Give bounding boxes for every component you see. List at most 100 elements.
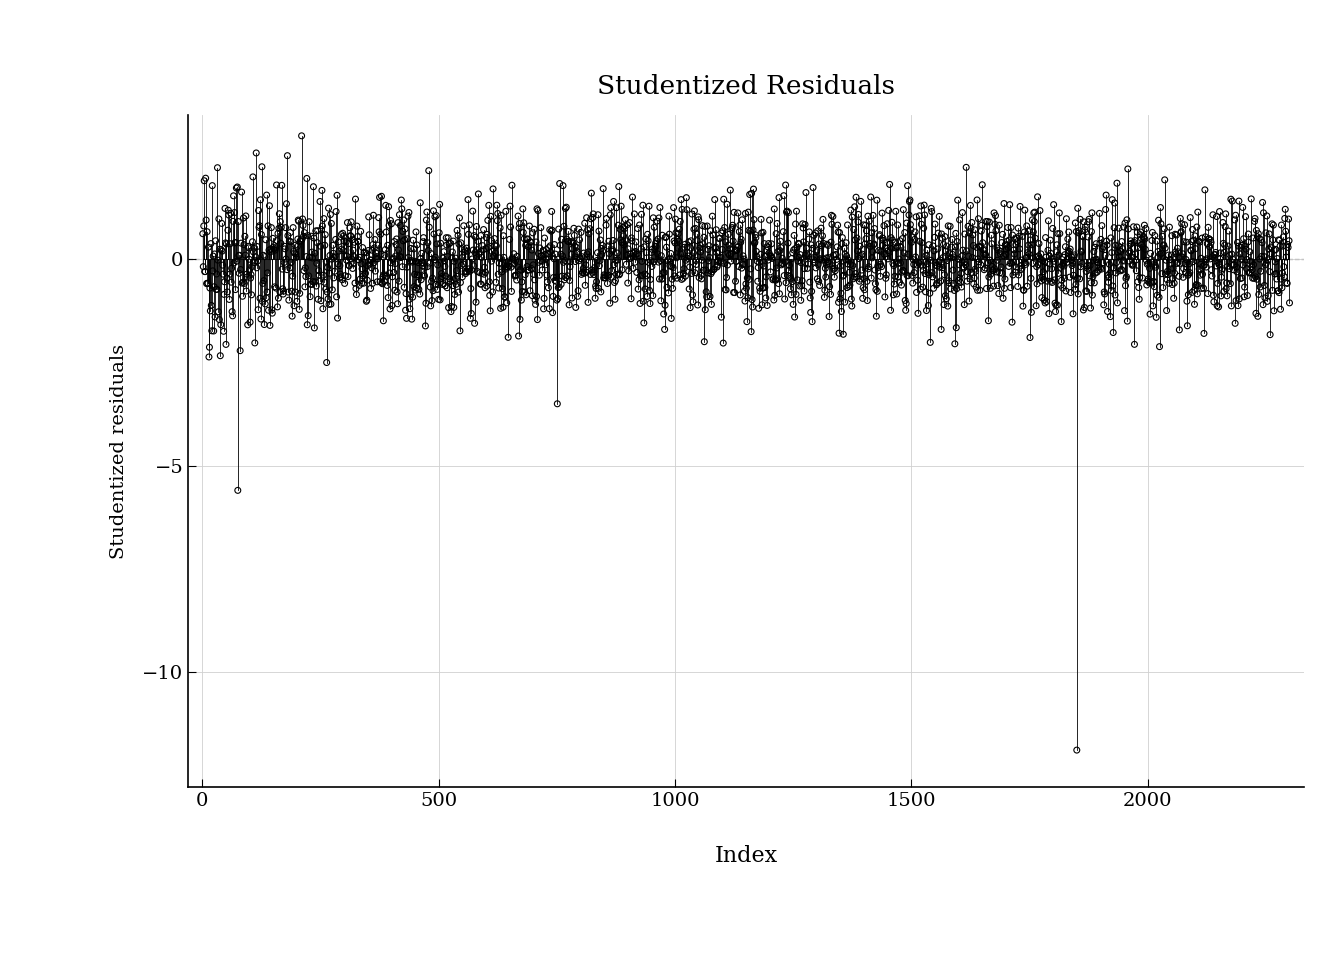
Point [352, 240, 374, 255]
Point [194, 264, 215, 279]
Point [375, 242, 396, 257]
Point [323, 237, 344, 252]
Point [753, 225, 774, 240]
Point [820, 256, 841, 272]
Point [292, 211, 313, 227]
Point [396, 231, 418, 247]
Point [691, 252, 712, 268]
Point [542, 305, 563, 321]
Point [333, 228, 355, 244]
Point [704, 239, 726, 254]
Point [876, 235, 898, 251]
Point [203, 279, 224, 295]
Point [832, 229, 853, 245]
Point [442, 244, 464, 259]
Point [890, 233, 911, 249]
Point [208, 312, 230, 327]
Point [1157, 264, 1179, 279]
Point [1019, 247, 1040, 262]
Point [1216, 258, 1238, 274]
Point [211, 244, 233, 259]
Point [1156, 252, 1177, 268]
Point [1249, 287, 1270, 302]
Point [766, 216, 788, 231]
Point [1036, 294, 1058, 309]
Point [1078, 214, 1099, 229]
Point [495, 204, 516, 219]
Point [778, 263, 800, 278]
Point [581, 262, 602, 277]
Point [297, 228, 319, 243]
Point [914, 266, 935, 281]
Point [560, 234, 582, 250]
Point [914, 198, 935, 213]
Point [519, 283, 540, 299]
Point [625, 244, 646, 259]
Point [624, 245, 645, 260]
Point [602, 233, 624, 249]
Point [255, 232, 277, 248]
Point [929, 208, 950, 224]
Point [900, 234, 922, 250]
Point [999, 232, 1020, 248]
Point [595, 218, 617, 233]
Point [812, 252, 833, 268]
Point [284, 298, 305, 313]
Point [941, 239, 962, 254]
Point [925, 216, 946, 231]
Point [415, 296, 437, 311]
Point [824, 270, 845, 285]
Point [730, 287, 751, 302]
Point [376, 277, 398, 293]
Point [637, 227, 659, 242]
Point [317, 291, 339, 306]
Point [542, 223, 563, 238]
Point [926, 277, 948, 293]
Point [1160, 261, 1181, 276]
Point [926, 258, 948, 274]
Point [278, 293, 300, 308]
Point [237, 317, 258, 332]
Point [796, 185, 817, 201]
Point [425, 209, 446, 225]
Point [1141, 276, 1163, 291]
Point [271, 281, 293, 297]
Point [480, 208, 501, 224]
Point [532, 253, 554, 269]
Point [1207, 254, 1228, 270]
Point [399, 301, 421, 317]
Point [976, 214, 997, 229]
Point [468, 186, 489, 202]
Point [818, 279, 840, 295]
Point [888, 252, 910, 267]
Point [1188, 233, 1210, 249]
Point [198, 349, 219, 365]
Point [1249, 230, 1270, 246]
Point [706, 222, 727, 237]
Point [1163, 271, 1184, 286]
Point [329, 271, 351, 286]
Point [653, 306, 675, 322]
Point [517, 231, 539, 247]
Point [751, 298, 773, 313]
Point [1144, 228, 1165, 243]
Point [1198, 286, 1219, 301]
Point [699, 289, 720, 304]
Point [1122, 219, 1144, 234]
Point [269, 284, 290, 300]
Point [642, 254, 664, 270]
Point [1101, 245, 1122, 260]
Point [818, 250, 840, 265]
Point [1130, 237, 1152, 252]
Point [351, 276, 372, 291]
Point [883, 287, 905, 302]
Point [609, 267, 630, 282]
Point [867, 260, 888, 276]
Point [355, 267, 376, 282]
Point [1273, 238, 1294, 253]
Point [857, 259, 879, 275]
Point [313, 268, 335, 283]
Point [1140, 306, 1161, 322]
Point [880, 230, 902, 246]
Point [614, 218, 636, 233]
